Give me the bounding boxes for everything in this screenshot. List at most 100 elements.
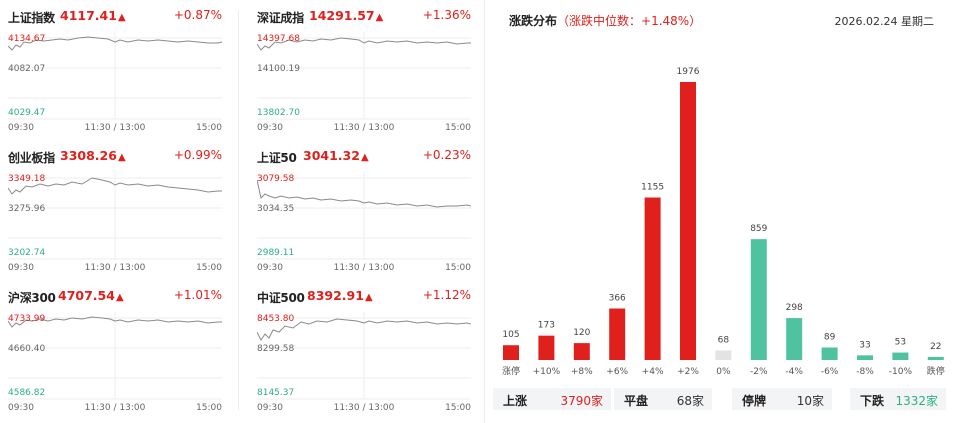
bar-value-label: 89 (824, 332, 836, 342)
index-card-shenzhen[interactable]: 深证成指 14291.57▲ +1.36% 14397.68 14100.19 … (257, 6, 471, 132)
index-sparkline: 8453.80 8299.58 8145.37 09:30 11:30 / 13… (257, 312, 471, 412)
bar-value-label: 105 (502, 330, 519, 340)
price-high-label: 8453.80 (257, 314, 294, 324)
index-card-csi500[interactable]: 中证500 8392.91▲ +1.12% 8453.80 8299.58 81… (257, 286, 471, 412)
price-high-label: 4733.99 (8, 314, 45, 324)
index-change-pct: +1.01% (173, 288, 222, 302)
distribution-bar-chart: 105 涨停 173 +10% 120 +8% 366 +6% 1155 +4% 1976 +2% 68… (502, 67, 945, 377)
bar-category-label: 0% (716, 367, 731, 377)
price-high-label: 3349.18 (8, 174, 45, 184)
time-close-label: 15:00 (196, 263, 222, 272)
bar-category-label: -8% (856, 367, 874, 377)
bar-category-label: +10% (533, 367, 561, 377)
index-name: 深证成指 (257, 11, 304, 25)
bar-value-label: 68 (718, 335, 730, 345)
time-close-label: 15:00 (196, 123, 222, 132)
summary-label: 上涨 (503, 394, 528, 408)
price-mid-label: 3034.35 (257, 204, 294, 214)
index-sparkline: 14397.68 14100.19 13802.70 09:30 11:30 /… (257, 32, 471, 132)
index-value: 3308.26▲ (60, 148, 126, 163)
time-close-label: 15:00 (445, 403, 471, 412)
bar-value-label: 173 (538, 321, 555, 331)
index-value: 4117.41▲ (60, 8, 126, 23)
index-name: 上证50 (257, 151, 297, 165)
bar-value-label: 1155 (641, 183, 664, 193)
index-change-pct: +0.23% (422, 148, 471, 162)
index-value: 3041.32▲ (303, 148, 369, 163)
index-card-sse50[interactable]: 上证50 3041.32▲ +0.23% 3079.58 3034.35 298… (257, 146, 471, 272)
index-sparkline: 3079.58 3034.35 2989.11 09:30 11:30 / 13… (257, 172, 471, 272)
bar-5 (680, 82, 696, 360)
index-name: 创业板指 (8, 151, 55, 165)
price-high-label: 4134.67 (8, 34, 45, 44)
summary-label: 下跌 (860, 394, 885, 408)
price-high-label: 3079.58 (257, 174, 294, 184)
price-mid-label: 8299.58 (257, 344, 294, 354)
summary-value: 10家 (796, 394, 824, 408)
time-noon-label: 11:30 / 13:00 (85, 263, 146, 272)
price-mid-label: 14100.19 (257, 64, 300, 74)
index-sparkline: 4733.99 4660.40 4586.82 09:30 11:30 / 13… (8, 312, 222, 412)
median-change-subtitle: （涨跌中位数：+1.48%） (557, 14, 702, 28)
bar-value-label: 298 (786, 303, 803, 313)
price-low-label: 2989.11 (257, 248, 294, 258)
bar-category-label: +6% (606, 367, 628, 377)
price-mid-label: 4660.40 (8, 344, 45, 354)
summary-suspended: 停牌 10家 (732, 388, 832, 410)
summary-flat: 平盘 68家 (614, 388, 712, 410)
up-arrow-icon: ▲ (360, 152, 369, 163)
bar-1 (538, 335, 555, 360)
time-noon-label: 11:30 / 13:00 (334, 123, 395, 132)
price-low-label: 4029.47 (8, 108, 45, 118)
bar-category-label: -10% (889, 367, 913, 377)
index-change-pct: +0.87% (173, 8, 222, 22)
summary-label: 平盘 (624, 394, 649, 408)
index-header: 创业板指 3308.26▲ +0.99% (8, 146, 222, 168)
distribution-title: 涨跌分布（涨跌中位数：+1.48%） (509, 14, 702, 28)
bar-0 (503, 345, 519, 360)
bar-9 (821, 347, 838, 360)
index-name: 上证指数 (8, 11, 55, 25)
time-open-label: 09:30 (8, 123, 34, 132)
bar-value-label: 120 (573, 328, 590, 338)
trade-date: 2026.02.24 星期二 (834, 15, 934, 28)
price-low-label: 3202.74 (8, 248, 45, 258)
summary-label: 停牌 (742, 394, 767, 408)
index-change-pct: +1.36% (422, 8, 471, 22)
index-card-shanghai[interactable]: 上证指数 4117.41▲ +0.87% 4134.67 4082.07 402… (8, 6, 222, 132)
up-arrow-icon: ▲ (115, 292, 124, 303)
up-arrow-icon: ▲ (117, 12, 126, 23)
bar-4 (644, 197, 661, 360)
bar-3 (609, 308, 626, 360)
bar-10 (857, 355, 873, 360)
panel-divider (484, 0, 485, 423)
bar-8 (786, 318, 803, 360)
index-name: 中证500 (257, 291, 305, 305)
index-card-csi300[interactable]: 沪深300 4707.54▲ +1.01% 4733.99 4660.40 45… (8, 286, 222, 412)
summary-value: 3790家 (560, 394, 603, 408)
time-open-label: 09:30 (257, 263, 283, 272)
bar-value-label: 22 (930, 342, 941, 352)
bar-category-label: 涨停 (502, 365, 520, 377)
up-arrow-icon: ▲ (364, 292, 373, 303)
bar-category-label: +4% (642, 367, 664, 377)
bar-2 (573, 343, 590, 360)
time-open-label: 09:30 (8, 263, 34, 272)
summary-value: 68家 (676, 394, 704, 408)
time-open-label: 09:30 (8, 403, 34, 412)
bar-7 (750, 239, 767, 360)
bar-category-label: 跌停 (927, 365, 945, 377)
summary-down: 下跌 1332家 (850, 388, 946, 410)
time-close-label: 15:00 (445, 263, 471, 272)
summary-up: 上涨 3790家 (493, 388, 611, 410)
price-low-label: 13802.70 (257, 108, 300, 118)
index-card-chinext[interactable]: 创业板指 3308.26▲ +0.99% 3349.18 3275.96 320… (8, 146, 222, 272)
time-noon-label: 11:30 / 13:00 (334, 263, 395, 272)
price-high-label: 14397.68 (257, 34, 300, 44)
price-mid-label: 3275.96 (8, 204, 45, 214)
index-header: 中证500 8392.91▲ +1.12% (257, 286, 471, 308)
index-value: 4707.54▲ (58, 288, 124, 303)
bar-category-label: -2% (750, 367, 768, 377)
bar-category-label: -4% (785, 367, 803, 377)
index-sparkline: 4134.67 4082.07 4029.47 09:30 11:30 / 13… (8, 32, 222, 132)
